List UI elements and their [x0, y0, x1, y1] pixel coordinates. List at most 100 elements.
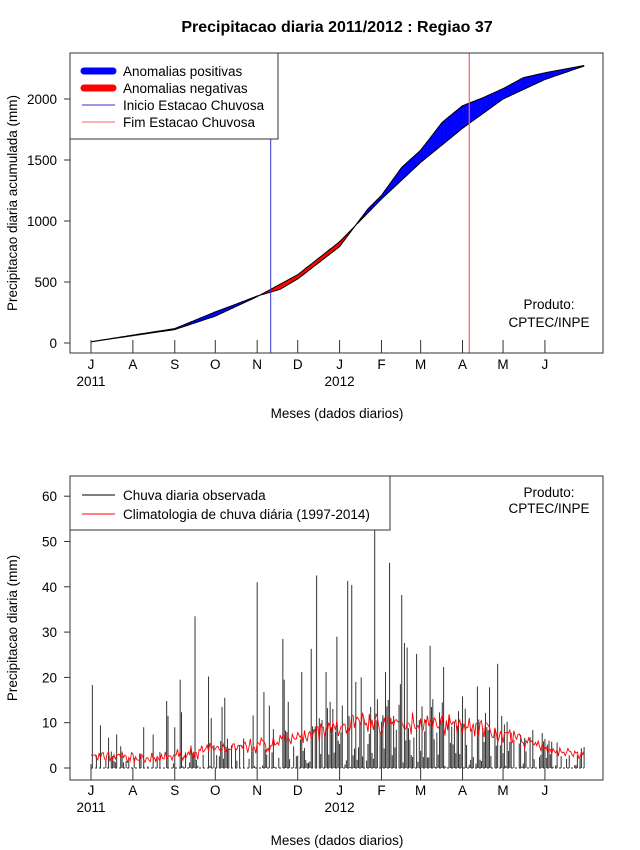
x-tick-label: J — [88, 357, 95, 372]
positive-anomaly-area — [473, 100, 475, 121]
positive-anomaly-area — [440, 121, 443, 147]
observed-cumulative-line — [90, 64, 585, 343]
product-source: CPTEC/INPE — [508, 315, 589, 330]
y-axis-label: Precipitacao diaria (mm) — [5, 555, 20, 701]
positive-anomaly-area — [550, 71, 552, 78]
y-tick-label: 0 — [49, 336, 57, 351]
positive-anomaly-area — [489, 93, 492, 110]
positive-anomaly-area — [443, 119, 446, 145]
positive-anomaly-area — [439, 123, 442, 148]
positive-anomaly-area — [406, 160, 409, 176]
positive-anomaly-area — [501, 88, 504, 101]
positive-anomaly-area — [435, 128, 438, 151]
positive-anomaly-area — [506, 85, 509, 98]
year-label: 2011 — [76, 800, 105, 815]
positive-anomaly-area — [423, 144, 425, 161]
plot-frame — [69, 52, 604, 354]
y-tick-label: 20 — [42, 670, 57, 685]
legend-label: Climatologia de chuva diária (1997-2014) — [123, 507, 370, 522]
legend-label: Chuva diaria observada — [123, 488, 266, 503]
product-source: CPTEC/INPE — [508, 501, 589, 516]
positive-anomaly-area — [433, 130, 436, 152]
positive-anomaly-area — [455, 109, 458, 135]
positive-anomaly-area — [452, 111, 455, 137]
x-tick-label: A — [458, 357, 467, 372]
climatology-cumulative-line — [90, 65, 585, 343]
positive-anomaly-area — [505, 86, 508, 99]
positive-anomaly-area — [424, 142, 427, 160]
legend: Anomalias positivas Anomalias negativas … — [69, 52, 279, 140]
positive-anomaly-area — [451, 112, 454, 138]
positive-anomaly-area — [402, 164, 405, 180]
legend-box — [69, 52, 279, 140]
positive-anomaly-area — [485, 95, 488, 113]
cumulative-panel: 0 500 1000 1500 2000 J A S O N D J F M A M J 2011 2012 Ano… — [5, 52, 604, 421]
positive-anomaly-area — [466, 103, 469, 126]
positive-anomaly-area — [537, 73, 540, 83]
positive-anomaly-area — [436, 126, 439, 150]
positive-anomaly-area — [547, 71, 550, 79]
positive-anomaly-area — [482, 96, 485, 115]
x-tick-label: M — [497, 783, 508, 798]
positive-anomaly-area — [475, 99, 478, 119]
legend-label: Fim Estacao Chuvosa — [123, 115, 256, 130]
y-tick-label: 2000 — [27, 92, 57, 107]
legend-label: Anomalias negativas — [123, 81, 248, 96]
product-label: Produto: — [523, 485, 574, 500]
positive-anomaly-area — [470, 101, 473, 123]
positive-anomaly-area — [508, 84, 511, 97]
y-tick-label: 40 — [42, 580, 57, 595]
x-tick-label: O — [210, 357, 221, 372]
positive-anomaly-area — [517, 79, 520, 93]
x-tick-label: J — [542, 783, 549, 798]
positive-anomaly-area — [432, 132, 435, 153]
positive-anomaly-area — [515, 80, 517, 94]
positive-anomaly-area — [447, 116, 450, 141]
positive-anomaly-area — [450, 114, 452, 139]
positive-anomaly-area — [496, 90, 498, 105]
positive-anomaly-area — [459, 106, 462, 131]
positive-anomaly-area — [532, 74, 535, 86]
positive-anomaly-area — [419, 149, 421, 165]
x-tick-label: F — [377, 783, 385, 798]
positive-anomaly-area — [523, 77, 525, 90]
x-axis-label: Meses (dados diarios) — [271, 833, 404, 848]
legend-label: Anomalias positivas — [123, 64, 243, 79]
positive-anomaly-area — [416, 152, 419, 167]
positive-anomaly-area — [460, 105, 463, 130]
positive-anomaly-area — [417, 151, 420, 166]
x-tick-label: M — [497, 357, 508, 372]
positive-anomaly-area — [529, 75, 532, 87]
positive-anomaly-area — [481, 97, 483, 116]
axes: 0 10 20 30 40 50 60 J A S O N D J F M A M J 2011 2012 — [42, 489, 548, 815]
x-tick-label: D — [293, 357, 303, 372]
year-label: 2012 — [325, 374, 355, 389]
positive-anomaly-area — [471, 101, 474, 122]
legend-label: Inicio Estacao Chuvosa — [123, 98, 265, 113]
product-label: Produto: — [523, 297, 574, 312]
positive-anomaly-area — [438, 125, 440, 149]
positive-anomaly-area — [513, 81, 516, 95]
positive-anomaly-area — [458, 107, 461, 133]
positive-anomaly-area — [404, 163, 406, 179]
x-tick-label: S — [170, 357, 179, 372]
positive-anomaly-area — [486, 95, 489, 112]
observed-daily-bars — [90, 489, 585, 769]
positive-anomaly-area — [544, 72, 547, 80]
positive-anomaly-area — [487, 94, 490, 111]
x-axis-label: Meses (dados diarios) — [271, 406, 404, 421]
y-tick-label: 500 — [34, 275, 57, 290]
x-tick-label: N — [252, 357, 262, 372]
y-tick-label: 30 — [42, 625, 57, 640]
y-tick-label: 1000 — [27, 214, 57, 229]
positive-anomaly-area — [446, 117, 448, 142]
positive-anomaly-area — [442, 120, 444, 146]
positive-anomaly-area — [543, 72, 546, 81]
positive-anomaly-area — [412, 155, 415, 171]
climatology-daily-line — [90, 712, 585, 764]
x-tick-label: J — [336, 783, 343, 798]
x-tick-label: A — [458, 783, 467, 798]
x-tick-label: D — [293, 783, 303, 798]
x-tick-label: J — [88, 783, 95, 798]
